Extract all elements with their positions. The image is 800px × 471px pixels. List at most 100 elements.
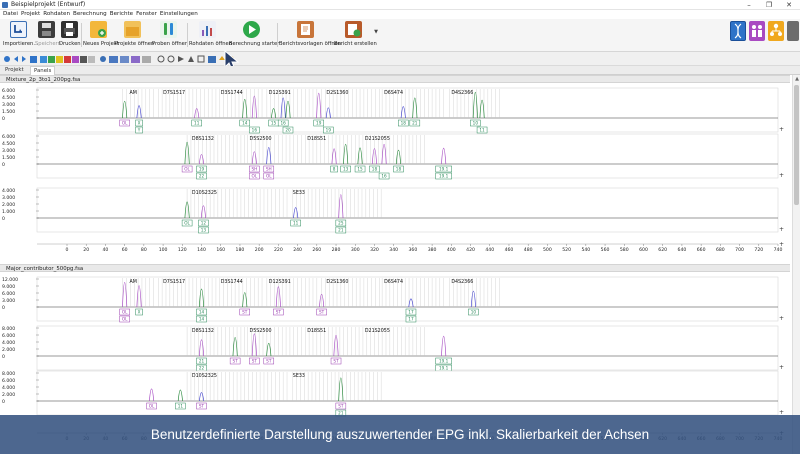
menu-projekt[interactable]: Projekt — [20, 11, 41, 17]
allele-label-box — [181, 165, 193, 173]
toolbar-separator — [187, 23, 188, 47]
allele-label-box — [330, 165, 338, 173]
x-tick-label: 680 — [716, 247, 725, 253]
allele-label: ST — [319, 310, 325, 315]
peak — [194, 108, 200, 119]
menu-rohdaten[interactable]: Rohdaten — [43, 11, 71, 17]
open-samples-button[interactable]: Proben öffnen — [152, 21, 189, 49]
allele-label: 21 — [338, 228, 344, 233]
import-label: Importieren... — [3, 41, 39, 47]
close-button[interactable]: ✕ — [786, 1, 792, 9]
start-calculation-button[interactable]: Berechnung starten — [229, 21, 280, 49]
y-tick-label: 6.000 — [2, 291, 15, 297]
open-rawdata-button[interactable]: Rohdaten öffnen — [189, 21, 232, 49]
locus-label: D3S1744 — [221, 279, 243, 285]
allele-label: OL — [122, 317, 128, 322]
x-tick-label: 220 — [274, 247, 283, 253]
tab-projekt[interactable]: Projekt — [5, 67, 24, 73]
menu-einstellungen[interactable]: Einstellungen — [159, 11, 198, 17]
open-samples-label: Proben öffnen — [152, 41, 189, 47]
print-button[interactable]: Drucken — [59, 21, 81, 49]
peak — [122, 282, 128, 308]
allele-label-box — [196, 172, 207, 180]
allele-label-box — [119, 119, 130, 127]
allele-label-box — [135, 119, 143, 127]
view-toolbar-icons[interactable] — [2, 52, 252, 66]
y-tick-label: 6.000 — [2, 333, 15, 339]
back-arrow-icon — [14, 56, 18, 62]
allele-label: OL — [252, 174, 258, 179]
allele-label-box — [249, 126, 260, 134]
open-rawdata-label: Rohdaten öffnen — [189, 41, 232, 47]
allele-label-box — [263, 172, 275, 180]
allele-label: 14 — [199, 317, 205, 322]
allele-label: OL — [266, 174, 272, 179]
label-bp-icon — [109, 56, 118, 63]
allele-label-box — [277, 119, 289, 127]
label-ol-icon — [120, 56, 129, 63]
allele-label-box — [198, 219, 209, 227]
vertical-scrollbar[interactable]: ▲ — [792, 75, 800, 471]
persons-perspective-icon[interactable] — [749, 21, 765, 41]
locus-label: D4S2366 — [451, 90, 473, 96]
locus-label: AM — [129, 279, 136, 285]
allele-label-box — [273, 308, 284, 316]
create-report-button[interactable]: Bericht erstellen ▼ — [334, 21, 378, 49]
allele-label: 19.1 — [439, 174, 449, 179]
peak — [441, 147, 447, 165]
peak — [472, 92, 478, 119]
dna-perspective-icon[interactable] — [730, 21, 746, 41]
peak — [266, 147, 272, 165]
open-report-templates-button[interactable]: Berichtsvorlagen öffnen — [279, 21, 341, 49]
import-button[interactable]: Importieren... — [3, 21, 39, 49]
allele-label-box — [313, 119, 324, 127]
allele-label: 12 — [201, 221, 207, 226]
open-projects-button[interactable]: Projekte öffnen — [115, 21, 154, 49]
menu-datei[interactable]: Datei — [3, 11, 18, 17]
peak — [441, 335, 447, 357]
allele-label: 22 — [199, 174, 205, 179]
fit-icon — [178, 56, 184, 62]
peak — [177, 389, 183, 402]
sample-header: Major_contributor_500pg.fsa — [0, 264, 790, 272]
minimize-button[interactable]: – — [747, 1, 751, 9]
chevron-down-icon[interactable]: ▼ — [374, 29, 378, 35]
locus-label: D12S391 — [269, 90, 291, 96]
scroll-up-arrow[interactable]: ▲ — [795, 76, 799, 82]
maximize-button[interactable]: ❐ — [765, 1, 773, 9]
settings-perspective-icon[interactable] — [787, 21, 799, 41]
peak — [293, 207, 299, 219]
x-tick-label: 640 — [678, 247, 687, 253]
menu-fenster[interactable]: Fenster — [136, 11, 157, 17]
allele-label-box — [330, 357, 342, 365]
y-tick-label: 2.000 — [2, 202, 15, 208]
peak — [400, 106, 406, 119]
scrollbar-thumb[interactable] — [794, 85, 799, 205]
save-button[interactable]: Speichern — [35, 21, 61, 49]
x-tick-label: 580 — [620, 247, 629, 253]
family-tree-icon[interactable] — [768, 21, 784, 41]
peak — [136, 285, 142, 308]
allele-label: 19.1 — [439, 366, 449, 371]
label-st-icon — [142, 56, 151, 63]
play-icon — [243, 21, 260, 38]
y-tick-label: 1.500 — [2, 109, 15, 115]
allele-label-box — [470, 119, 481, 127]
allele-label-box — [316, 308, 327, 316]
allele-label: 10 — [471, 310, 477, 315]
tab-panels[interactable]: Panels — [30, 66, 56, 75]
y-tick-label: 3.000 — [2, 195, 15, 201]
bottom-strip — [0, 454, 800, 471]
menu-berichte[interactable]: Berichte — [109, 11, 134, 17]
allele-label: ST — [338, 404, 344, 409]
peak — [412, 97, 418, 119]
allele-label-box — [378, 172, 390, 180]
zoom-in-icon — [157, 55, 165, 63]
allele-label: 13 — [201, 228, 207, 233]
new-project-button[interactable]: Neues Projekt — [83, 21, 119, 49]
locus-label: D7S1517 — [163, 279, 185, 285]
menu-berechnung[interactable]: Berechnung — [73, 11, 107, 17]
locus-label: D10S2325 — [192, 373, 217, 379]
allele-label-box — [435, 165, 452, 173]
